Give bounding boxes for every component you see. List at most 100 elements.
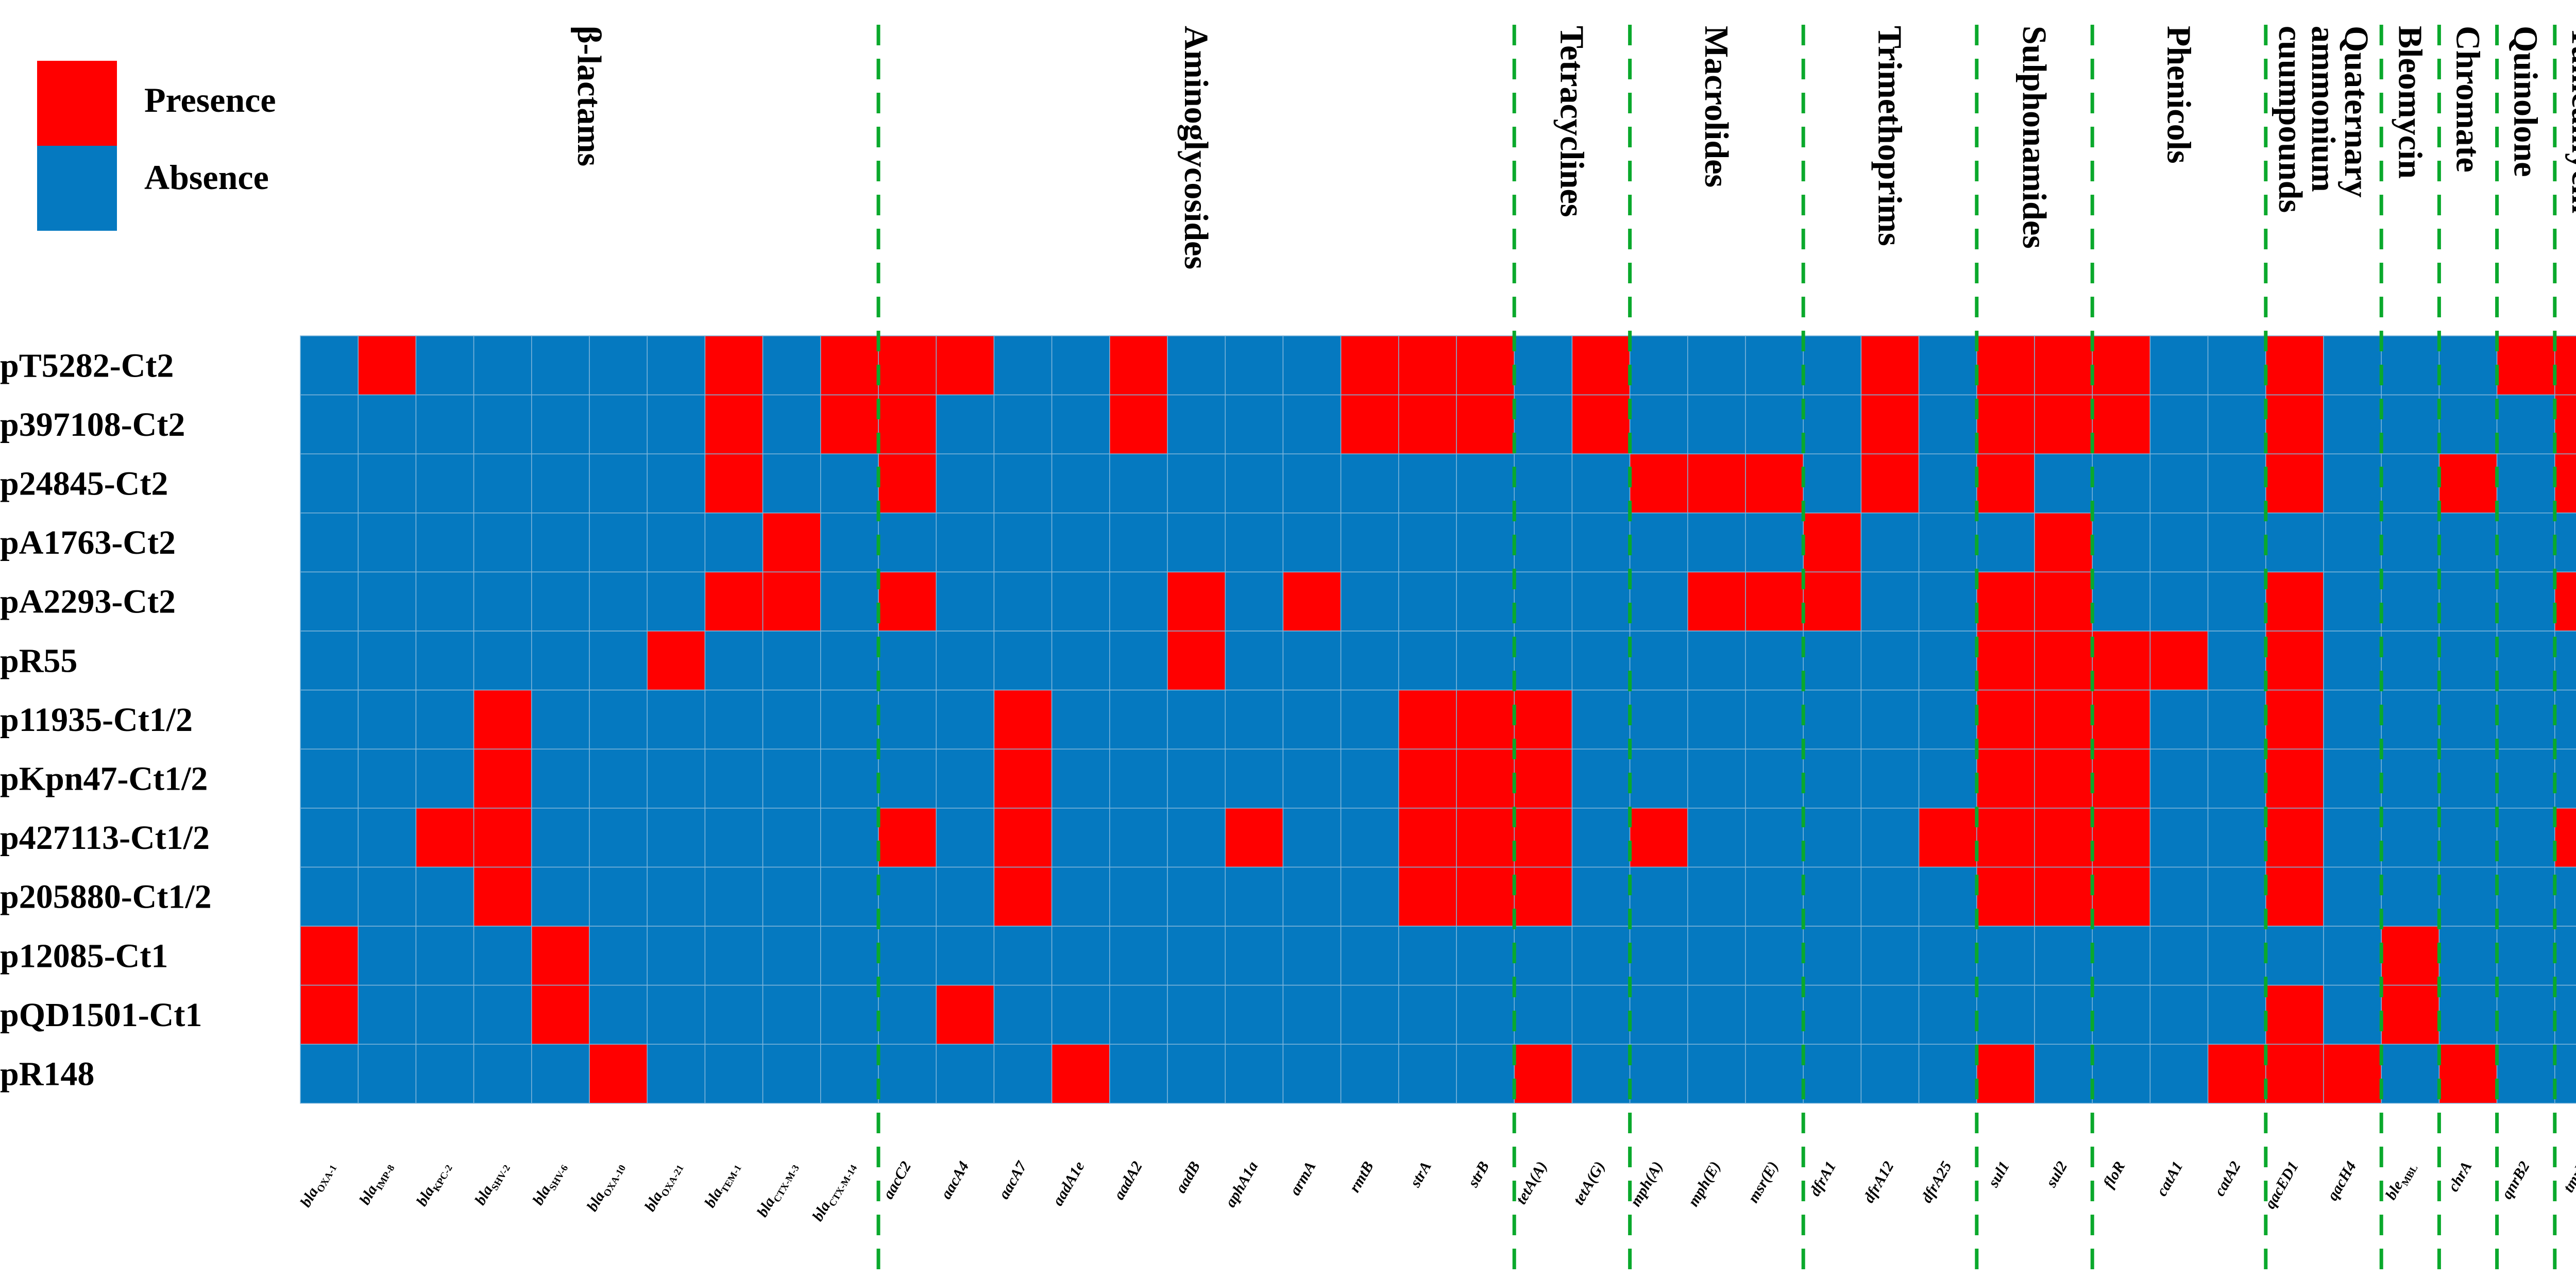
- heatmap-cell: [762, 1044, 821, 1104]
- plasmid-label: pR55: [0, 642, 77, 679]
- heatmap-cell: [1571, 335, 1631, 396]
- heatmap-cell: [762, 866, 821, 927]
- heatmap-cell: [762, 335, 821, 396]
- heatmap-cell: [2207, 1044, 2266, 1104]
- heatmap-cell: [1514, 453, 1573, 514]
- heatmap-cell: [1976, 453, 2035, 514]
- gene-label: blaIMP-8: [356, 1158, 397, 1209]
- heatmap-cell: [1225, 631, 1284, 691]
- group-label-line: Chromate: [2449, 26, 2487, 173]
- legend-presence-swatch: [37, 61, 117, 146]
- group-label-quinolone: Quinolone: [2507, 26, 2545, 177]
- heatmap-cell: [1051, 926, 1110, 986]
- heatmap-cell: [1340, 1044, 1399, 1104]
- heatmap-cell: [1398, 631, 1457, 691]
- heatmap-cell: [1456, 453, 1515, 514]
- heatmap-cell: [1745, 866, 1804, 927]
- heatmap-cell: [1687, 1044, 1746, 1104]
- gene-label: blaOXA-10: [584, 1158, 629, 1216]
- heatmap-cell: [1456, 808, 1515, 868]
- gene-label: strB: [1464, 1158, 1493, 1190]
- heatmap-cell: [878, 984, 937, 1045]
- heatmap-cell: [2554, 1044, 2576, 1104]
- gene-label: armA: [1286, 1158, 1319, 1198]
- heatmap-cell: [1167, 1044, 1226, 1104]
- heatmap-cell: [1745, 984, 1804, 1045]
- heatmap-cell: [704, 571, 764, 632]
- heatmap-cell: [2554, 571, 2576, 632]
- gene-label: aacC2: [879, 1158, 914, 1202]
- heatmap-cell: [1282, 335, 1342, 396]
- heatmap-cell: [358, 748, 417, 809]
- heatmap-cell: [1629, 571, 1688, 632]
- heatmap-cell: [1340, 513, 1399, 573]
- heatmap-cell: [300, 1044, 359, 1104]
- heatmap-cell: [2034, 984, 2093, 1045]
- heatmap-cell: [473, 1044, 532, 1104]
- heatmap-cell: [531, 926, 590, 986]
- heatmap-cell: [300, 335, 359, 396]
- gene-label: tmrB: [2560, 1158, 2576, 1195]
- heatmap-cell: [820, 571, 879, 632]
- heatmap-cell: [1803, 1044, 1862, 1104]
- heatmap-cell: [589, 631, 648, 691]
- heatmap-cell: [820, 335, 879, 396]
- heatmap-cell: [2149, 394, 2209, 454]
- heatmap-cell: [2092, 748, 2151, 809]
- heatmap-cell: [647, 689, 706, 749]
- heatmap-cell: [1340, 748, 1399, 809]
- gene-label: qnrB2: [2498, 1158, 2533, 1202]
- plasmid-label: pR148: [0, 1055, 94, 1093]
- gene-label-base: aacC2: [879, 1158, 914, 1202]
- heatmap-cell: [993, 866, 1053, 927]
- heatmap-cell: [1629, 394, 1688, 454]
- heatmap-cell: [473, 984, 532, 1045]
- heatmap-cell: [2092, 808, 2151, 868]
- heatmap-cell: [2265, 631, 2324, 691]
- plasmid-label: pA2293-Ct2: [0, 583, 176, 621]
- heatmap-cell: [1051, 631, 1110, 691]
- heatmap-cell: [1167, 453, 1226, 514]
- gene-label-base: dfrA1: [1806, 1158, 1839, 1199]
- gene-label: tetA(A): [1513, 1158, 1551, 1207]
- heatmap-cell: [1514, 926, 1573, 986]
- heatmap-cell: [300, 748, 359, 809]
- heatmap-cell: [358, 571, 417, 632]
- heatmap-cell: [762, 984, 821, 1045]
- heatmap-cell: [820, 1044, 879, 1104]
- heatmap-cell: [1629, 335, 1688, 396]
- heatmap-cell: [1109, 748, 1168, 809]
- heatmap-cell: [1167, 748, 1226, 809]
- heatmap-cell: [1456, 571, 1515, 632]
- group-label-line: Tetracyclines: [1553, 26, 1590, 217]
- gene-label-base: aacA7: [995, 1158, 1030, 1202]
- group-labels: β-lactams Aminoglycosides Tetracyclines Mac…: [570, 26, 2576, 269]
- heatmap-cell: [1918, 1044, 1977, 1104]
- gene-label: blaTEM-1: [701, 1158, 744, 1212]
- heatmap-cell: [2207, 631, 2266, 691]
- gene-label-base: tmrB: [2560, 1158, 2576, 1195]
- heatmap-cell: [1051, 984, 1110, 1045]
- heatmap-cell: [993, 808, 1053, 868]
- gene-label-base: msr(E): [1744, 1158, 1782, 1206]
- heatmap-cell: [2554, 984, 2576, 1045]
- heatmap-cell: [1803, 453, 1862, 514]
- heatmap-cell: [1571, 631, 1631, 691]
- heatmap-cell: [2149, 926, 2209, 986]
- heatmap-cell: [1514, 689, 1573, 749]
- heatmap-cell: [2149, 984, 2209, 1045]
- heatmap-cell: [1571, 748, 1631, 809]
- heatmap-cell: [1051, 453, 1110, 514]
- plasmid-label: p11935-Ct1/2: [0, 701, 193, 739]
- heatmap-cell: [1225, 866, 1284, 927]
- heatmap-cell: [1340, 631, 1399, 691]
- heatmap-cell: [1687, 571, 1746, 632]
- heatmap-cell: [1225, 926, 1284, 986]
- gene-label: floR: [2100, 1158, 2128, 1191]
- heatmap-cell: [2438, 335, 2498, 396]
- heatmap-cell: [589, 335, 648, 396]
- heatmap-cell: [589, 926, 648, 986]
- gene-label: catA2: [2211, 1158, 2244, 1199]
- gene-label-base: strB: [1464, 1158, 1493, 1190]
- heatmap-cell: [1398, 571, 1457, 632]
